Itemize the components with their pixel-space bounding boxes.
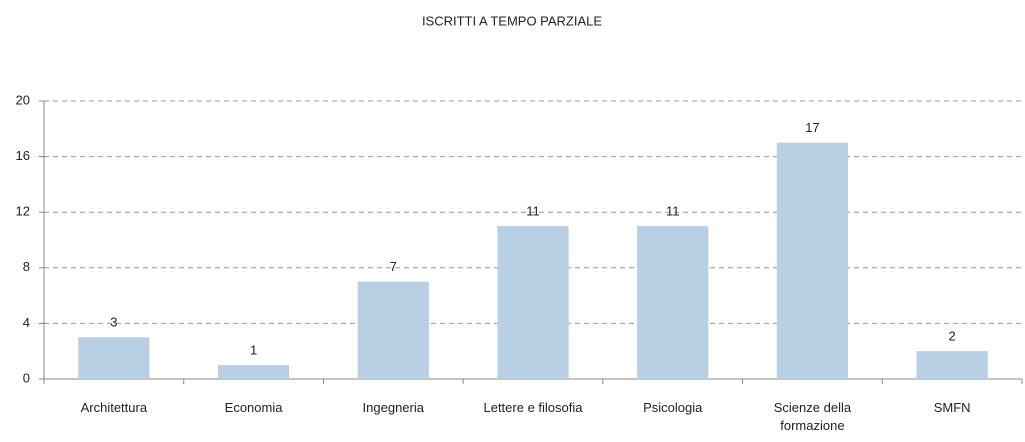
y-tick-label: 0 — [23, 370, 30, 385]
x-tick-label: Architettura — [80, 400, 148, 415]
y-tick-label: 8 — [23, 259, 30, 274]
y-tick-label: 20 — [16, 92, 30, 107]
y-tick-label: 16 — [16, 148, 30, 163]
bar — [637, 226, 709, 379]
data-label: 2 — [949, 329, 956, 344]
x-tick-label: Economia — [224, 400, 283, 415]
data-label: 11 — [666, 204, 680, 219]
x-tick-label: Scienze della formazione — [773, 400, 852, 433]
y-tick-label: 12 — [16, 204, 30, 219]
bar — [217, 365, 290, 379]
y-tick-label: 4 — [23, 315, 30, 330]
data-label: 17 — [805, 120, 819, 135]
x-tick-label: Lettere e filosofia — [483, 400, 583, 415]
data-label: 3 — [110, 315, 117, 330]
bar — [497, 226, 569, 379]
bar — [776, 142, 849, 379]
x-tick-label: Ingegneria — [362, 400, 424, 415]
data-label: 11 — [526, 204, 540, 219]
chart-title: ISCRITTI A TEMPO PARZIALE — [422, 13, 602, 28]
x-tick-label: Psicologia — [643, 400, 703, 415]
bar — [357, 281, 429, 379]
data-label: 7 — [390, 259, 397, 274]
x-tick-label: SMFN — [933, 400, 971, 415]
bar — [78, 337, 150, 379]
bar — [916, 351, 988, 379]
data-label: 1 — [250, 343, 257, 358]
